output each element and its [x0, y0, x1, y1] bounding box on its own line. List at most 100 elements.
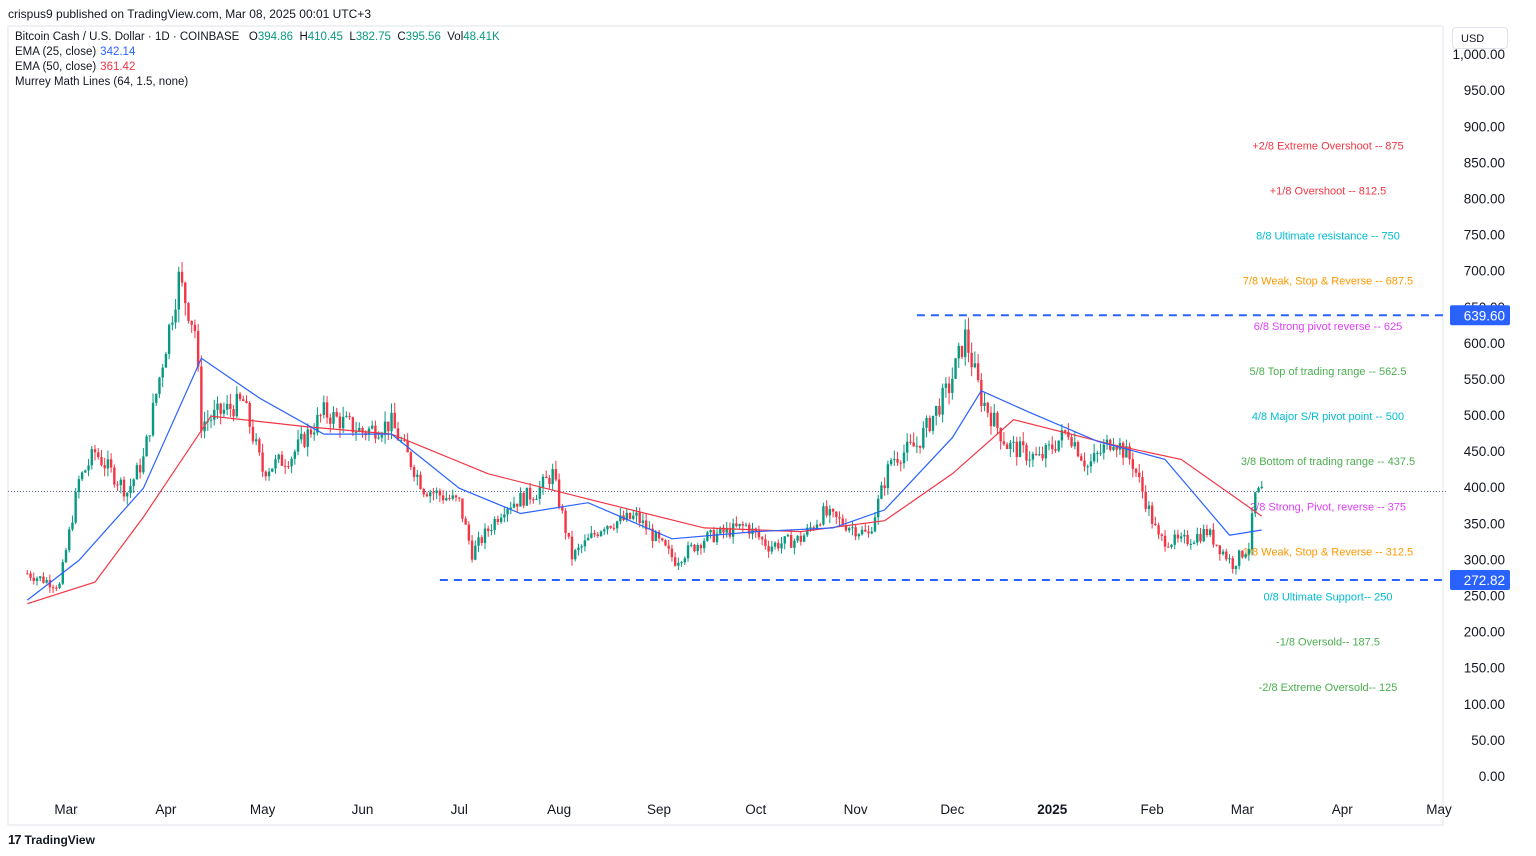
y-tick-label: 0.00 — [1479, 769, 1505, 784]
candle-body — [1212, 529, 1215, 545]
candle-body — [735, 523, 738, 527]
candle-body — [693, 544, 696, 552]
x-tick-label: Jul — [451, 802, 468, 817]
candle-body — [200, 366, 203, 432]
candle-body — [103, 465, 106, 469]
candle-body — [45, 580, 48, 583]
candle-body — [641, 520, 645, 523]
candle-body — [1202, 528, 1205, 542]
murrey-level-label: 4/8 Major S/R pivot point -- 500 — [1252, 411, 1404, 423]
candle-body — [964, 329, 967, 357]
candle-body — [267, 471, 271, 477]
candle-body — [899, 462, 902, 464]
candle-body — [1170, 544, 1173, 547]
candle-body — [77, 479, 81, 493]
candle-body — [593, 533, 596, 535]
candle-body — [635, 512, 638, 516]
candle-body — [180, 271, 184, 283]
currency-button[interactable]: USD — [1452, 27, 1508, 49]
candle-body — [1092, 453, 1096, 462]
candle-body — [731, 523, 735, 537]
candle-body — [338, 416, 342, 429]
price-label-text: 272.82 — [1464, 573, 1505, 588]
horizontal-lines — [439, 314, 1447, 582]
candle-body — [973, 363, 977, 368]
candle-body — [464, 518, 467, 525]
candle-body — [1157, 525, 1160, 535]
y-tick-label: 400.00 — [1464, 480, 1505, 495]
symbol-name[interactable]: Bitcoin Cash / U.S. Dollar · 1D · COINBA… — [15, 31, 240, 43]
x-tick-label: Apr — [1332, 802, 1354, 817]
candle-body — [783, 536, 786, 544]
y-tick-label: 150.00 — [1464, 661, 1505, 676]
candle-body — [354, 431, 358, 433]
candle-body — [947, 383, 951, 393]
candle-body — [248, 403, 251, 427]
candle-body — [454, 495, 458, 498]
candle-body — [712, 529, 716, 543]
candle-body — [167, 324, 171, 354]
candle-body — [609, 526, 612, 528]
ema50-line — [27, 415, 1263, 605]
candle-body — [1234, 565, 1238, 569]
candle-body — [996, 412, 999, 429]
candle-body — [377, 437, 380, 439]
candle-body — [1076, 442, 1080, 457]
candle-body — [345, 416, 348, 418]
candle-body — [825, 506, 828, 516]
candle-body — [809, 527, 812, 529]
candle-body — [1225, 551, 1228, 560]
candle-body — [1208, 529, 1212, 536]
candle-body — [574, 550, 577, 560]
candle-body — [1073, 442, 1076, 447]
candle-body — [335, 412, 338, 417]
candle-body — [467, 524, 471, 541]
candle-body — [1112, 446, 1115, 450]
candle-body — [1228, 558, 1231, 560]
candle-body — [209, 419, 213, 421]
candle-body — [1192, 542, 1196, 544]
candle-body — [902, 452, 906, 464]
candle-body — [1134, 468, 1138, 473]
candle-body — [586, 537, 590, 541]
candle-body — [715, 533, 719, 543]
candle-body — [993, 412, 996, 427]
candle-body — [193, 324, 197, 332]
y-tick-label: 300.00 — [1464, 552, 1505, 567]
candle-body — [1215, 544, 1218, 546]
candle-body — [1009, 442, 1012, 449]
candle-body — [548, 478, 551, 485]
legend-symbol-row: Bitcoin Cash / U.S. Dollar · 1D · COINBA… — [15, 30, 500, 45]
y-tick-label: 850.00 — [1464, 155, 1505, 170]
candle-body — [506, 508, 509, 515]
candle-body — [441, 495, 445, 501]
candle-body — [116, 484, 119, 486]
candle-body — [1099, 452, 1102, 454]
candle-body — [158, 377, 161, 394]
y-tick-label: 700.00 — [1464, 264, 1505, 279]
candle-body — [283, 465, 287, 467]
candle-body — [683, 558, 687, 563]
y-tick-label: 950.00 — [1464, 83, 1505, 98]
candle-body — [419, 474, 422, 490]
y-tick-label: 350.00 — [1464, 516, 1505, 531]
candle-body — [757, 531, 761, 538]
candle-body — [425, 494, 429, 497]
tradingview-logo[interactable]: 17 TradingView — [8, 832, 95, 847]
legend-ema50[interactable]: EMA (50, close) 361.42 — [15, 61, 136, 73]
x-tick-label: May — [250, 802, 276, 817]
candle-body — [196, 331, 200, 367]
volume: Vol48.41K — [447, 31, 500, 43]
candle-body — [876, 498, 880, 518]
legend-ema25[interactable]: EMA (25, close) 342.14 — [15, 46, 136, 58]
candle-body — [1057, 440, 1060, 451]
y-tick-label: 100.00 — [1464, 697, 1505, 712]
candle-body — [1154, 523, 1157, 526]
x-tick-label: 2025 — [1037, 802, 1068, 817]
candle-body — [728, 527, 732, 537]
candle-body — [860, 529, 864, 535]
candle-body — [967, 329, 970, 353]
candle-body — [818, 524, 822, 526]
legend-murrey[interactable]: Murrey Math Lines (64, 1.5, none) — [15, 76, 189, 88]
